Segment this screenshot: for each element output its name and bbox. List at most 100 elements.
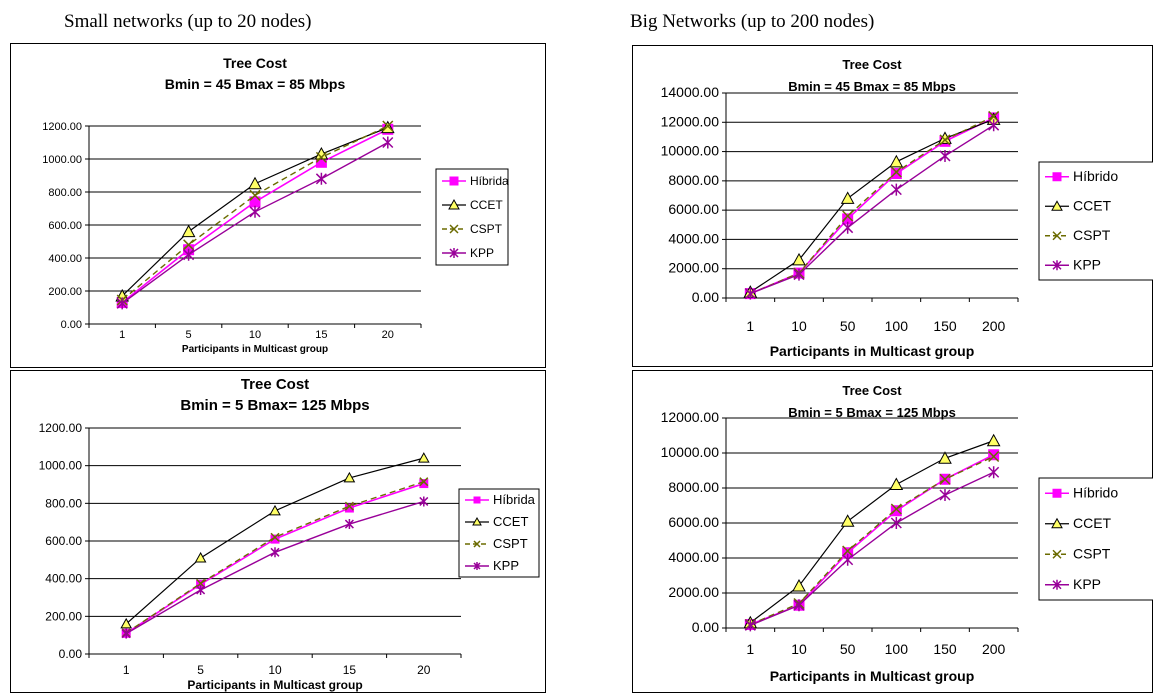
series-line-kpp — [750, 471, 994, 627]
x-tick-label: 20 — [417, 663, 431, 677]
y-tick-label: 14000.00 — [661, 84, 720, 100]
data-point-ccet — [938, 451, 952, 464]
data-point-hibrida — [988, 449, 1000, 461]
legend-label-hibrida: Híbrida — [470, 174, 509, 188]
data-point-kpp — [842, 221, 854, 234]
legend-marker-cspt — [473, 540, 481, 548]
x-tick-label: 50 — [840, 318, 856, 334]
data-point-cspt — [890, 503, 902, 515]
data-point-cspt — [270, 532, 280, 542]
y-tick-label: 2000.00 — [668, 584, 719, 600]
legend-label-cspt: CSPT — [493, 536, 528, 551]
chart-title: Tree Cost — [842, 383, 902, 398]
chart-small-45-85: Tree Cost Bmin = 45 Bmax = 85 Mbps 0.00 200… — [10, 43, 546, 368]
x-tick-label: 100 — [885, 641, 909, 657]
x-tick-label: 15 — [315, 329, 327, 341]
legend-label-kpp: KPP — [1073, 256, 1101, 272]
x-axis-label: Participants in Multicast group — [187, 678, 362, 692]
y-tick-label: 12000.00 — [661, 409, 720, 425]
data-point-kpp — [890, 517, 902, 529]
data-point-cspt — [939, 473, 951, 485]
data-point-kpp — [419, 496, 429, 507]
data-point-cspt — [939, 134, 951, 146]
chart-subtitle: Bmin = 5 Bmax = 125 Mbps — [788, 405, 956, 420]
legend-label-cspt: CSPT — [470, 222, 503, 236]
y-tick-label: 1200.00 — [42, 121, 82, 133]
legend-label-ccet: CCET — [493, 514, 528, 529]
chart-title: Tree Cost — [241, 376, 309, 393]
y-tick-label: 4000.00 — [668, 230, 719, 246]
series-line-cspt — [750, 455, 994, 626]
series-line-cspt — [125, 481, 425, 634]
series-line-kpp — [121, 141, 389, 304]
data-point-kpp — [183, 248, 195, 261]
legend-box — [1038, 161, 1153, 281]
data-point-kpp — [196, 584, 206, 595]
data-point-kpp — [939, 489, 951, 501]
chart-subtitle: Bmin = 45 Bmax = 85 Mbps — [788, 79, 956, 94]
data-point-cspt — [419, 477, 429, 487]
legend-marker-kpp — [1052, 260, 1062, 271]
x-axis-label: Participants in Multicast group — [182, 344, 328, 355]
series-line-hibrida — [750, 117, 995, 295]
y-tick-label: 0.00 — [692, 289, 719, 305]
legend-marker-ccet — [1051, 517, 1063, 529]
data-point-kpp — [939, 149, 951, 162]
legend-label-cspt: CSPT — [1073, 227, 1111, 243]
x-tick-label: 1 — [119, 329, 125, 341]
data-point-cspt — [183, 239, 195, 251]
data-point-cspt — [988, 450, 1000, 463]
data-point-ccet — [181, 224, 196, 238]
data-point-kpp — [793, 599, 805, 612]
data-point-kpp — [793, 268, 805, 281]
chart-big-5-125: Tree Cost Bmin = 5 Bmax = 125 Mbps 0.00 200… — [632, 370, 1153, 693]
chart-svg: Tree Cost Bmin = 45 Bmax = 85 Mbps 0.00 200… — [661, 57, 1153, 359]
legend-label-kpp: KPP — [493, 558, 519, 573]
legend-marker-hibrida — [473, 496, 481, 504]
data-point-kpp — [382, 136, 394, 149]
legend-marker-kpp — [1052, 579, 1062, 590]
data-point-kpp — [988, 119, 1000, 132]
legend-box — [435, 168, 509, 266]
legend-marker-ccet — [472, 516, 482, 526]
legend-marker-kpp — [449, 248, 459, 258]
x-tick-label: 150 — [933, 641, 957, 657]
y-tick-label: 10000.00 — [661, 143, 720, 159]
series-line-cspt — [750, 115, 994, 295]
data-point-cspt — [249, 189, 261, 201]
data-point-kpp — [121, 628, 131, 639]
data-point-cspt — [315, 151, 327, 163]
x-tick-label: 1 — [746, 318, 754, 334]
data-point-ccet — [840, 514, 855, 527]
data-point-ccet — [792, 252, 806, 266]
y-tick-label: 600.00 — [45, 534, 82, 548]
y-tick-label: 0.00 — [61, 319, 82, 331]
x-tick-label: 20 — [382, 329, 394, 341]
x-tick-label: 150 — [933, 318, 957, 334]
legend-label-ccet: CCET — [1073, 197, 1112, 213]
y-tick-label: 8000.00 — [668, 172, 719, 188]
series-line-kpp — [125, 500, 425, 635]
x-axis-label: Participants in Multicast group — [770, 343, 975, 359]
data-point-ccet — [343, 471, 356, 483]
legend-box — [458, 488, 540, 578]
legend-label-cspt: CSPT — [1073, 545, 1111, 561]
data-point-kpp — [744, 619, 756, 632]
y-tick-label: 1000.00 — [39, 459, 83, 473]
x-tick-label: 50 — [840, 641, 856, 657]
x-tick-label: 5 — [186, 329, 192, 341]
data-point-kpp — [249, 205, 261, 218]
y-tick-label: 12000.00 — [661, 113, 720, 129]
series-line-ccet — [750, 118, 994, 293]
y-tick-label: 6000.00 — [668, 514, 719, 530]
chart-title: Tree Cost — [842, 57, 902, 72]
x-tick-label: 10 — [791, 641, 807, 657]
x-tick-label: 10 — [268, 663, 282, 677]
x-tick-label: 1 — [746, 641, 754, 657]
data-point-cspt — [344, 501, 354, 511]
data-point-ccet — [248, 176, 262, 190]
x-tick-label: 5 — [197, 663, 204, 677]
chart-svg: Tree Cost Bmin = 5 Bmax = 125 Mbps 0.00 200… — [661, 383, 1153, 684]
data-point-ccet — [120, 617, 133, 629]
data-point-cspt — [988, 110, 1000, 122]
